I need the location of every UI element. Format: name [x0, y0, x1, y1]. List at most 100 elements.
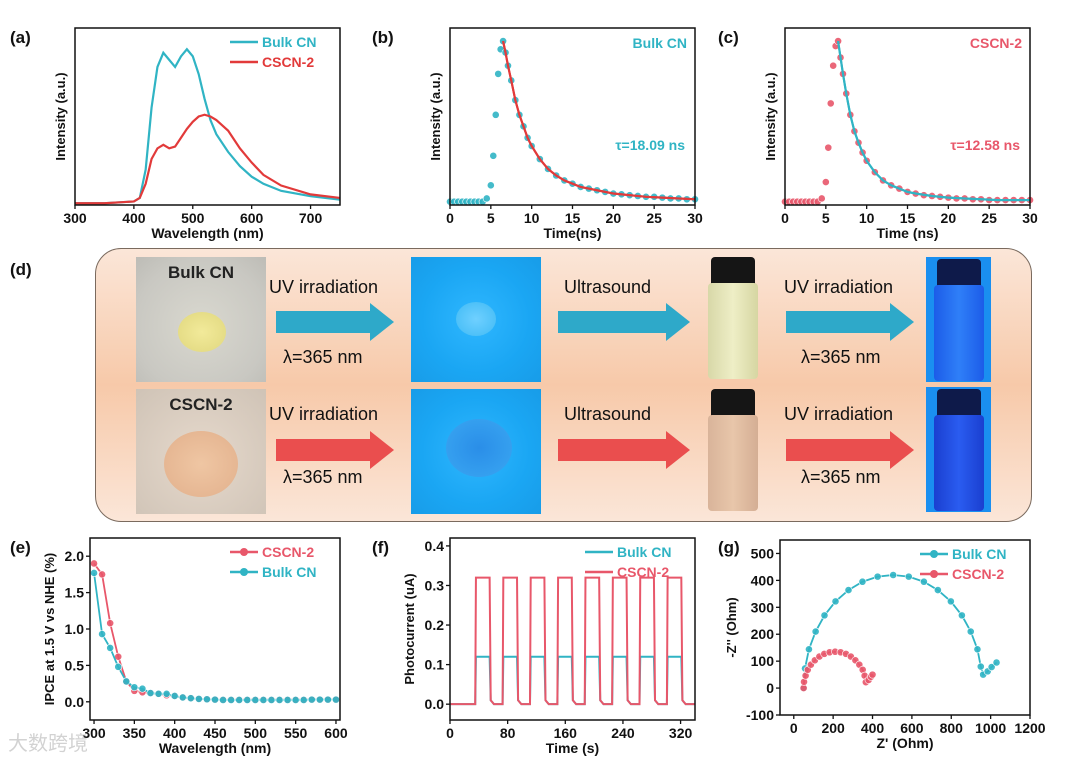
data-point: [162, 689, 171, 698]
x-tick-label: 30: [687, 210, 703, 226]
data-point: [211, 695, 219, 704]
chart-b: [446, 27, 699, 209]
row1-step1-wavelength: λ=365 nm: [283, 347, 363, 367]
x-tick-label: 5: [822, 210, 830, 226]
y-tick-label: 100: [751, 653, 775, 669]
data-point: [919, 577, 928, 586]
data-point: [946, 597, 955, 606]
glowing-powder: [456, 302, 496, 336]
orange-powder: [164, 431, 238, 497]
x-tick-label: 350: [123, 725, 147, 741]
data-point: [259, 696, 268, 704]
x-tick-label: 450: [203, 725, 227, 741]
y-tick-label: 0.1: [425, 657, 445, 673]
series-line-cscn-2: [450, 576, 695, 706]
row1-arrow-2: [558, 303, 690, 341]
data-point: [203, 695, 211, 704]
y-axis-label: -Z'' (Ohm): [724, 597, 739, 657]
yellow-powder: [178, 312, 226, 352]
series-line-fit: [836, 40, 1030, 202]
series-line-cscn-2: [75, 113, 341, 205]
x-tick-label: 15: [565, 210, 581, 226]
data-point: [251, 696, 260, 704]
x-tick-label: 320: [669, 725, 693, 741]
data-point: [868, 670, 877, 679]
data-point: [146, 689, 155, 697]
y-tick-label: 200: [751, 626, 775, 642]
watermark-logo: 大数跨境: [8, 733, 88, 755]
x-tick-label: 600: [240, 210, 264, 226]
vial-glowing: [934, 259, 984, 381]
x-tick-label: 400: [163, 725, 187, 741]
photo-bulk-cn-uv: [411, 257, 541, 382]
chart-c: [781, 27, 1034, 209]
y-tick-label: 0.0: [425, 696, 445, 712]
legend-marker: [930, 550, 938, 558]
data-point: [805, 645, 813, 654]
x-axis-label: Time (ns): [877, 225, 939, 241]
fit-line: [502, 40, 696, 201]
legend-marker: [240, 548, 248, 556]
row1-arrow-3: [786, 303, 914, 341]
y-tick-label: 400: [751, 572, 775, 588]
data-point: [904, 572, 913, 581]
data-point: [324, 695, 332, 704]
data-point: [829, 61, 838, 70]
data-point: [889, 571, 898, 579]
data-point: [873, 572, 882, 581]
row2-arrow-2: [558, 431, 690, 469]
y-tick-label: -100: [746, 707, 774, 723]
legend-marker: [930, 570, 938, 578]
series-line-cscn-2: [93, 562, 336, 701]
data-point: [275, 696, 284, 704]
x-tick-label: 200: [821, 720, 845, 736]
y-tick-label: 300: [751, 599, 775, 615]
y-tick-label: 0.5: [65, 657, 85, 673]
x-tick-label: 25: [646, 210, 662, 226]
x-tick-label: 15: [900, 210, 916, 226]
x-tick-label: 20: [941, 210, 957, 226]
y-tick-label: 0.2: [425, 617, 445, 633]
data-point: [817, 194, 826, 203]
data-point: [106, 619, 115, 628]
plot-frame: [74, 27, 341, 206]
photo-label-cscn-2: CSCN-2: [169, 395, 233, 414]
legend-label: CSCN-2: [262, 544, 314, 560]
x-tick-label: 500: [181, 210, 205, 226]
data-point: [138, 684, 147, 693]
x-axis-label: Z' (Ohm): [877, 735, 934, 751]
x-tick-label: 400: [122, 210, 146, 226]
legend-label: Bulk CN: [262, 34, 316, 50]
chart-e: [86, 537, 341, 724]
panel-label-f: (f): [372, 538, 389, 557]
plot-frame: [449, 537, 696, 721]
legend-label: Bulk CN: [262, 564, 316, 580]
data-point: [491, 110, 500, 119]
y-tick-label: 2.0: [65, 548, 85, 564]
photo-cscn-2-powder: CSCN-2: [136, 389, 266, 514]
row1-step2-label: Ultrasound: [564, 277, 652, 297]
y-tick-label: 500: [751, 545, 775, 561]
panel-label-a: (a): [10, 28, 31, 47]
chart-g: [776, 539, 1031, 719]
data-point: [315, 695, 324, 704]
data-point: [826, 99, 835, 108]
x-tick-label: 1000: [975, 720, 1006, 736]
data-point: [114, 662, 123, 671]
x-tick-label: 5: [487, 210, 495, 226]
x-tick-label: 0: [781, 210, 789, 226]
photo-cscn-2-vial-uv: [926, 387, 991, 512]
lifetime-annotation: τ=12.58 ns: [950, 137, 1020, 153]
x-tick-label: 80: [500, 725, 516, 741]
scheme-panel: Bulk CN UV irradiation λ=365 nm Ultrasou…: [95, 248, 1032, 522]
legend-label: Bulk CN: [617, 544, 671, 560]
data-point: [267, 696, 276, 704]
row2-step1-label: UV irradiation: [269, 404, 379, 424]
x-tick-label: 10: [524, 210, 540, 226]
data-point: [973, 645, 982, 654]
x-tick-label: 30: [1022, 210, 1038, 226]
y-axis-label: Intensity (a.u.): [53, 72, 68, 160]
series-line-bulk-cn: [75, 47, 341, 205]
legend-label: Bulk CN: [633, 35, 687, 51]
